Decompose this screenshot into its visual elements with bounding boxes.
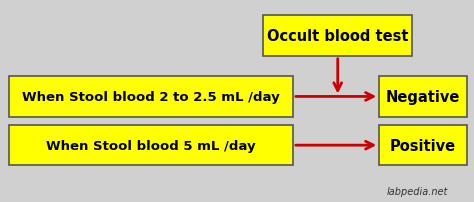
Text: Positive: Positive: [390, 138, 456, 153]
Text: When Stool blood 2 to 2.5 mL /day: When Stool blood 2 to 2.5 mL /day: [22, 90, 280, 103]
FancyBboxPatch shape: [9, 125, 293, 166]
FancyBboxPatch shape: [379, 125, 467, 166]
FancyBboxPatch shape: [9, 77, 293, 117]
FancyBboxPatch shape: [379, 77, 467, 117]
Text: Occult blood test: Occult blood test: [267, 29, 409, 44]
Text: labpedia.net: labpedia.net: [386, 186, 448, 196]
Text: Negative: Negative: [386, 89, 460, 104]
FancyBboxPatch shape: [263, 16, 412, 57]
Text: When Stool blood 5 mL /day: When Stool blood 5 mL /day: [46, 139, 255, 152]
